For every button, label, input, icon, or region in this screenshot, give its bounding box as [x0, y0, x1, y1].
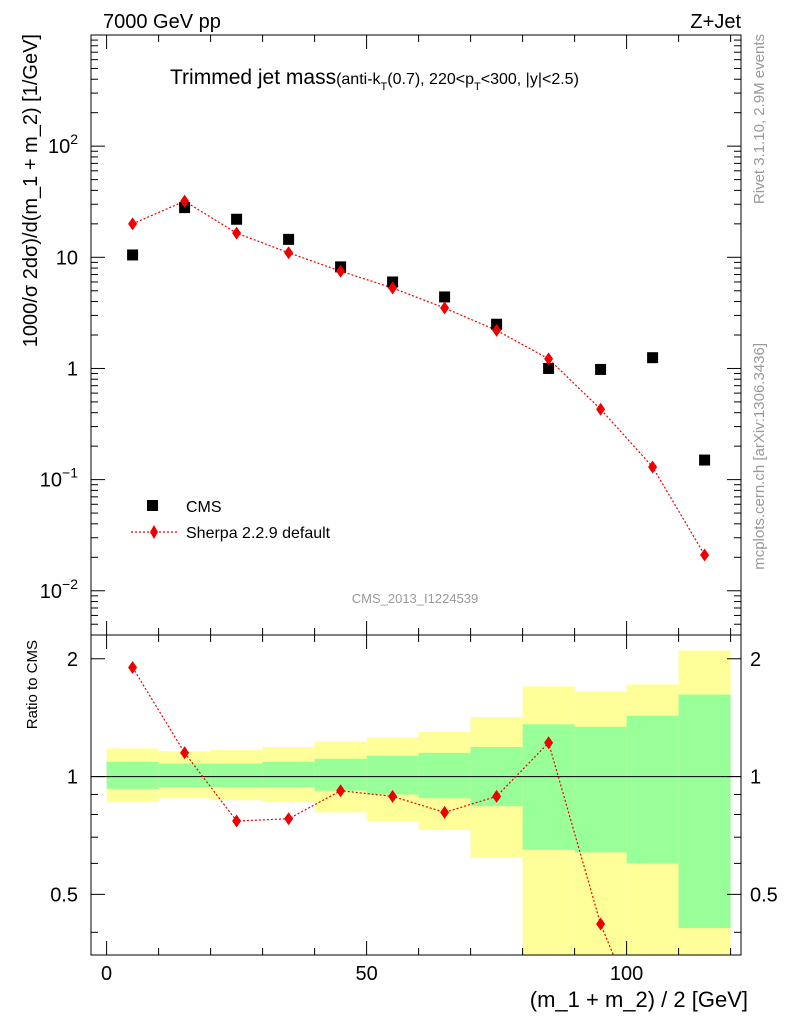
sherpa-data-point	[648, 460, 658, 474]
band-inner-bin	[366, 755, 419, 795]
cms-data-point	[439, 291, 451, 303]
cms-data-point	[699, 454, 711, 466]
rivet-version-label: Rivet 3.1.10, 2.9M events	[751, 34, 768, 204]
y-tick-label-base: 1	[67, 358, 78, 380]
y-tick-label-top: 10−1	[40, 465, 78, 492]
sherpa-line-top	[132, 200, 706, 556]
sherpa-ratio-point	[440, 805, 450, 819]
sherpa-ratio-point	[492, 789, 502, 803]
band-inner-bin	[678, 694, 731, 929]
legend-cms-marker	[147, 500, 158, 511]
sherpa-data-point	[440, 301, 450, 315]
y-tick-label-top: 1	[67, 358, 78, 380]
band-inner-bin	[210, 763, 263, 788]
y-tick-label-base: 10	[56, 247, 78, 269]
sherpa-data-point	[596, 402, 606, 416]
band-inner-bin	[574, 726, 627, 853]
sherpa-data-point	[336, 264, 346, 278]
band-inner-bin	[626, 715, 679, 864]
y-axis-label-ratio: Ratio to CMS	[24, 640, 41, 729]
sherpa-data-point	[544, 352, 554, 366]
plot-title: Trimmed jet mass(anti-kT(0.7), 220<pT<30…	[170, 66, 579, 93]
band-inner-bin	[418, 752, 471, 799]
y-tick-label-ratio-right: 2	[750, 649, 761, 671]
ratio-panel-frame	[90, 634, 742, 956]
top-panel-frame	[90, 34, 742, 636]
band-inner-bin	[106, 761, 159, 789]
sherpa-data-point	[232, 226, 242, 240]
analysis-watermark: CMS_2013_I1224539	[352, 591, 479, 606]
y-axis-label-top: 1000/σ 2dσ)/d(m_1 + m_2) [1/GeV]	[20, 34, 42, 347]
y-tick-label-exponent: −2	[62, 576, 78, 592]
cms-data-point	[127, 249, 139, 261]
plot-title-sub-mid: (0.7), 220<p	[387, 71, 474, 88]
y-tick-label-top: 10	[56, 247, 78, 269]
sherpa-ratio-point	[232, 814, 242, 828]
plot-title-main: Trimmed jet mass	[170, 66, 336, 89]
y-tick-label-exponent: −1	[62, 465, 78, 481]
sherpa-ratio-point	[284, 812, 294, 826]
plot-title-sub-t2: T	[474, 81, 481, 93]
sherpa-data-point	[492, 323, 502, 337]
y-tick-label-ratio-left: 2	[67, 649, 78, 671]
y-tick-label-ratio-right: 1	[750, 767, 761, 789]
x-tick-label: 100	[610, 963, 643, 985]
y-tick-label-base: 10	[40, 581, 62, 603]
y-tick-label-base: 10	[48, 136, 70, 158]
cms-data-point	[543, 362, 555, 374]
header-energy-label: 7000 GeV pp	[103, 11, 221, 33]
sherpa-ratio-point	[128, 660, 138, 674]
band-inner-bin	[158, 763, 211, 788]
x-axis-label: (m_1 + m_2) / 2 [GeV]	[530, 987, 748, 1012]
sherpa-ratio-point	[596, 917, 606, 931]
x-tick-label: 0	[101, 963, 112, 985]
plot-title-sub-t1: T	[381, 81, 388, 93]
sherpa-ratio-point	[388, 789, 398, 803]
cms-data-point	[595, 363, 607, 375]
sherpa-ratio-point	[180, 746, 190, 760]
sherpa-ratio-point	[544, 736, 554, 750]
y-tick-label-base: 10	[40, 470, 62, 492]
y-tick-label-top: 10−2	[40, 576, 78, 603]
y-tick-label-top: 102	[48, 131, 78, 158]
plot-title-sub: (anti-k	[336, 71, 381, 88]
legend-cms-label: CMS	[186, 499, 222, 516]
header-process-label: Z+Jet	[690, 11, 741, 33]
y-tick-label-ratio-left: 0.5	[50, 884, 78, 906]
uncertainty-bands	[91, 650, 741, 955]
y-tick-label-ratio-left: 1	[67, 767, 78, 789]
sherpa-data-point	[700, 548, 710, 562]
y-tick-label-ratio-right: 0.5	[750, 884, 778, 906]
data-series	[127, 194, 711, 956]
cms-data-point	[647, 352, 659, 364]
cms-data-point	[231, 213, 243, 225]
x-tick-label: 50	[355, 963, 377, 985]
sherpa-data-point	[180, 194, 190, 208]
cms-data-point	[283, 233, 295, 245]
band-inner-bin	[262, 761, 315, 788]
legend-mc-marker	[150, 525, 158, 539]
mcplots-label: mcplots.cern.ch [arXiv:1306.3436]	[751, 343, 768, 570]
y-tick-label-exponent: 2	[70, 131, 78, 147]
sherpa-data-point	[284, 246, 294, 260]
legend-mc-label: Sherpa 2.2.9 default	[186, 525, 331, 542]
sherpa-data-point	[128, 217, 138, 231]
plot-title-sub-end: <300, |y|<2.5)	[481, 71, 579, 88]
sherpa-data-point	[388, 281, 398, 295]
sherpa-ratio-point	[336, 784, 346, 798]
